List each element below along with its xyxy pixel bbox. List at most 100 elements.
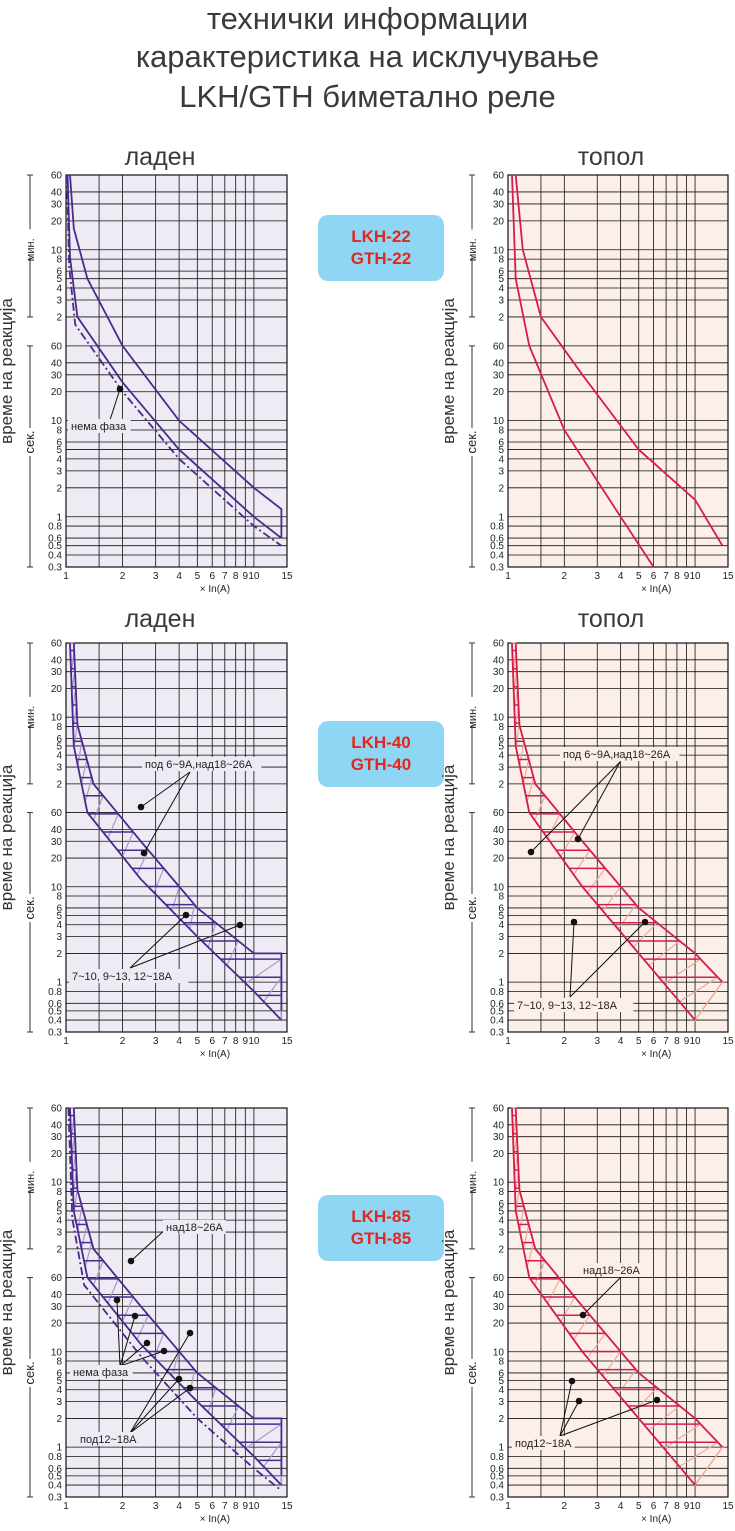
- y-tick-label-min: 20: [51, 216, 63, 227]
- y-tick-label-sec: 2: [56, 949, 62, 960]
- annotation-dot: [568, 1377, 576, 1385]
- unit-mask: [466, 696, 478, 725]
- y-tick-label-sec: 60: [493, 808, 505, 819]
- annotation-dot: [641, 918, 649, 926]
- unit-minutes-label: мин.: [25, 1171, 37, 1194]
- x-tick-label: 8: [233, 1036, 239, 1047]
- hatch-diagonal: [534, 795, 546, 821]
- hatch-diagonal: [92, 1260, 104, 1286]
- plot-frame: [507, 642, 729, 1033]
- y-tick-label-sec: 0.6: [490, 534, 504, 545]
- annotation-label: 7~10, 9~13, 12~18A: [72, 971, 173, 983]
- annotation-leader: [129, 914, 187, 969]
- y-tick-label-min: 10: [51, 713, 63, 724]
- x-tick-label: 10: [689, 571, 701, 582]
- y-tick-label-sec: 4: [498, 920, 504, 931]
- y-tick-label-sec: 20: [493, 854, 505, 865]
- y-tick-label-sec: 6: [56, 437, 62, 448]
- y-tick-label-sec: 0.3: [48, 1493, 62, 1504]
- x-tick-label: 9: [243, 571, 249, 582]
- x-tick-label: 7: [222, 1036, 228, 1047]
- y-tick-label-min: 40: [493, 655, 505, 666]
- x-tick-label: 6: [209, 571, 215, 582]
- unit-mask: [24, 1161, 36, 1190]
- hatch-diagonal: [263, 976, 282, 1002]
- series-curve-0: [514, 174, 724, 547]
- y-axis-label: време на реакција: [0, 764, 16, 910]
- annotation-label: под 6~9A,над18~26A: [563, 749, 671, 761]
- y-tick-label-min: 10: [493, 245, 505, 256]
- x-tick-label: 15: [281, 1036, 293, 1047]
- annotation-leader: [577, 761, 621, 840]
- plot-frame: [65, 642, 288, 1033]
- x-tick-label: 3: [153, 571, 159, 582]
- hatch-diagonal: [84, 777, 93, 803]
- x-tick-label: 1: [505, 1036, 511, 1047]
- x-axis-label: × In(A): [641, 584, 671, 595]
- y-tick-label-sec: 5: [56, 1376, 62, 1387]
- y-tick-label-sec: 0.4: [490, 1481, 504, 1492]
- unit-minutes-label: мин.: [467, 706, 479, 729]
- hatch-diagonal: [663, 958, 701, 984]
- series-curve-1: [511, 174, 655, 568]
- y-tick-label-min: 3: [498, 296, 504, 307]
- x-tick-label: 7: [222, 571, 228, 582]
- y-tick-label-sec: 5: [498, 911, 504, 922]
- x-tick-label: 8: [674, 1501, 680, 1512]
- annotation-bg: [512, 1436, 575, 1450]
- y-tick-label-sec: 10: [51, 1347, 63, 1358]
- series-curve-1: [511, 1107, 696, 1486]
- y-tick-label-sec: 40: [493, 825, 505, 836]
- unit-seconds-label: сек.: [22, 430, 37, 453]
- hatch-diagonal: [573, 1314, 591, 1340]
- annotation-leader: [109, 388, 121, 421]
- y-tick-label-min: 4: [498, 284, 504, 295]
- annotation-bg: [142, 757, 262, 771]
- x-tick-label: 6: [651, 571, 657, 582]
- y-tick-label-sec: 1: [498, 512, 504, 523]
- y-tick-label-min: 20: [493, 684, 505, 695]
- annotation-dot: [186, 1329, 194, 1337]
- y-tick-label-sec: 1: [56, 512, 62, 523]
- x-tick-label: 2: [562, 1036, 568, 1047]
- unit-mask: [24, 229, 36, 258]
- unit-seconds-label: сек.: [22, 1361, 37, 1384]
- y-tick-label-min: 30: [493, 199, 505, 210]
- y-tick-label-sec: 6: [56, 1368, 62, 1379]
- y-tick-label-sec: 3: [498, 1397, 504, 1408]
- plot-frame: [507, 174, 729, 568]
- annotation-dot: [182, 911, 190, 919]
- y-tick-label-sec: 0.6: [490, 999, 504, 1010]
- plot-frame: [507, 1107, 729, 1498]
- annotation-leader: [130, 1226, 169, 1262]
- annotation-label: 7~10, 9~13, 12~18A: [517, 1000, 618, 1012]
- annotation-dot: [143, 1339, 151, 1347]
- y-tick-label-sec: 4: [56, 920, 62, 931]
- x-tick-label: 5: [636, 571, 642, 582]
- y-tick-label-min: 8: [56, 255, 62, 266]
- x-tick-label: 15: [281, 1501, 293, 1512]
- y-tick-label-sec: 6: [498, 1368, 504, 1379]
- hatch-diagonal: [121, 1296, 134, 1322]
- y-tick-label-sec: 20: [493, 387, 505, 398]
- unit-seconds-label: сек.: [464, 1361, 479, 1384]
- y-tick-label-sec: 4: [56, 454, 62, 465]
- x-tick-label: 3: [594, 571, 600, 582]
- y-tick-label-sec: 0.3: [490, 563, 504, 574]
- hatch-diagonal: [207, 1387, 217, 1413]
- hatch-diagonal: [633, 922, 658, 948]
- y-tick-label-sec: 0.4: [48, 1481, 62, 1492]
- y-tick-label-sec: 0.3: [490, 1493, 504, 1504]
- x-tick-label: 8: [674, 1036, 680, 1047]
- x-axis-label: × In(A): [200, 584, 230, 595]
- hatch-diagonal: [171, 886, 180, 912]
- y-tick-label-sec: 0.6: [48, 999, 62, 1010]
- x-tick-label: 10: [248, 1036, 260, 1047]
- x-tick-label: 4: [618, 571, 624, 582]
- series-curve-0: [514, 642, 724, 983]
- y-tick-label-sec: 2: [56, 1414, 62, 1425]
- x-tick-label: 15: [722, 1501, 734, 1512]
- y-tick-label-sec: 20: [51, 854, 63, 865]
- hatch-diagonal: [136, 1314, 149, 1340]
- hatch-diagonal: [617, 1369, 637, 1395]
